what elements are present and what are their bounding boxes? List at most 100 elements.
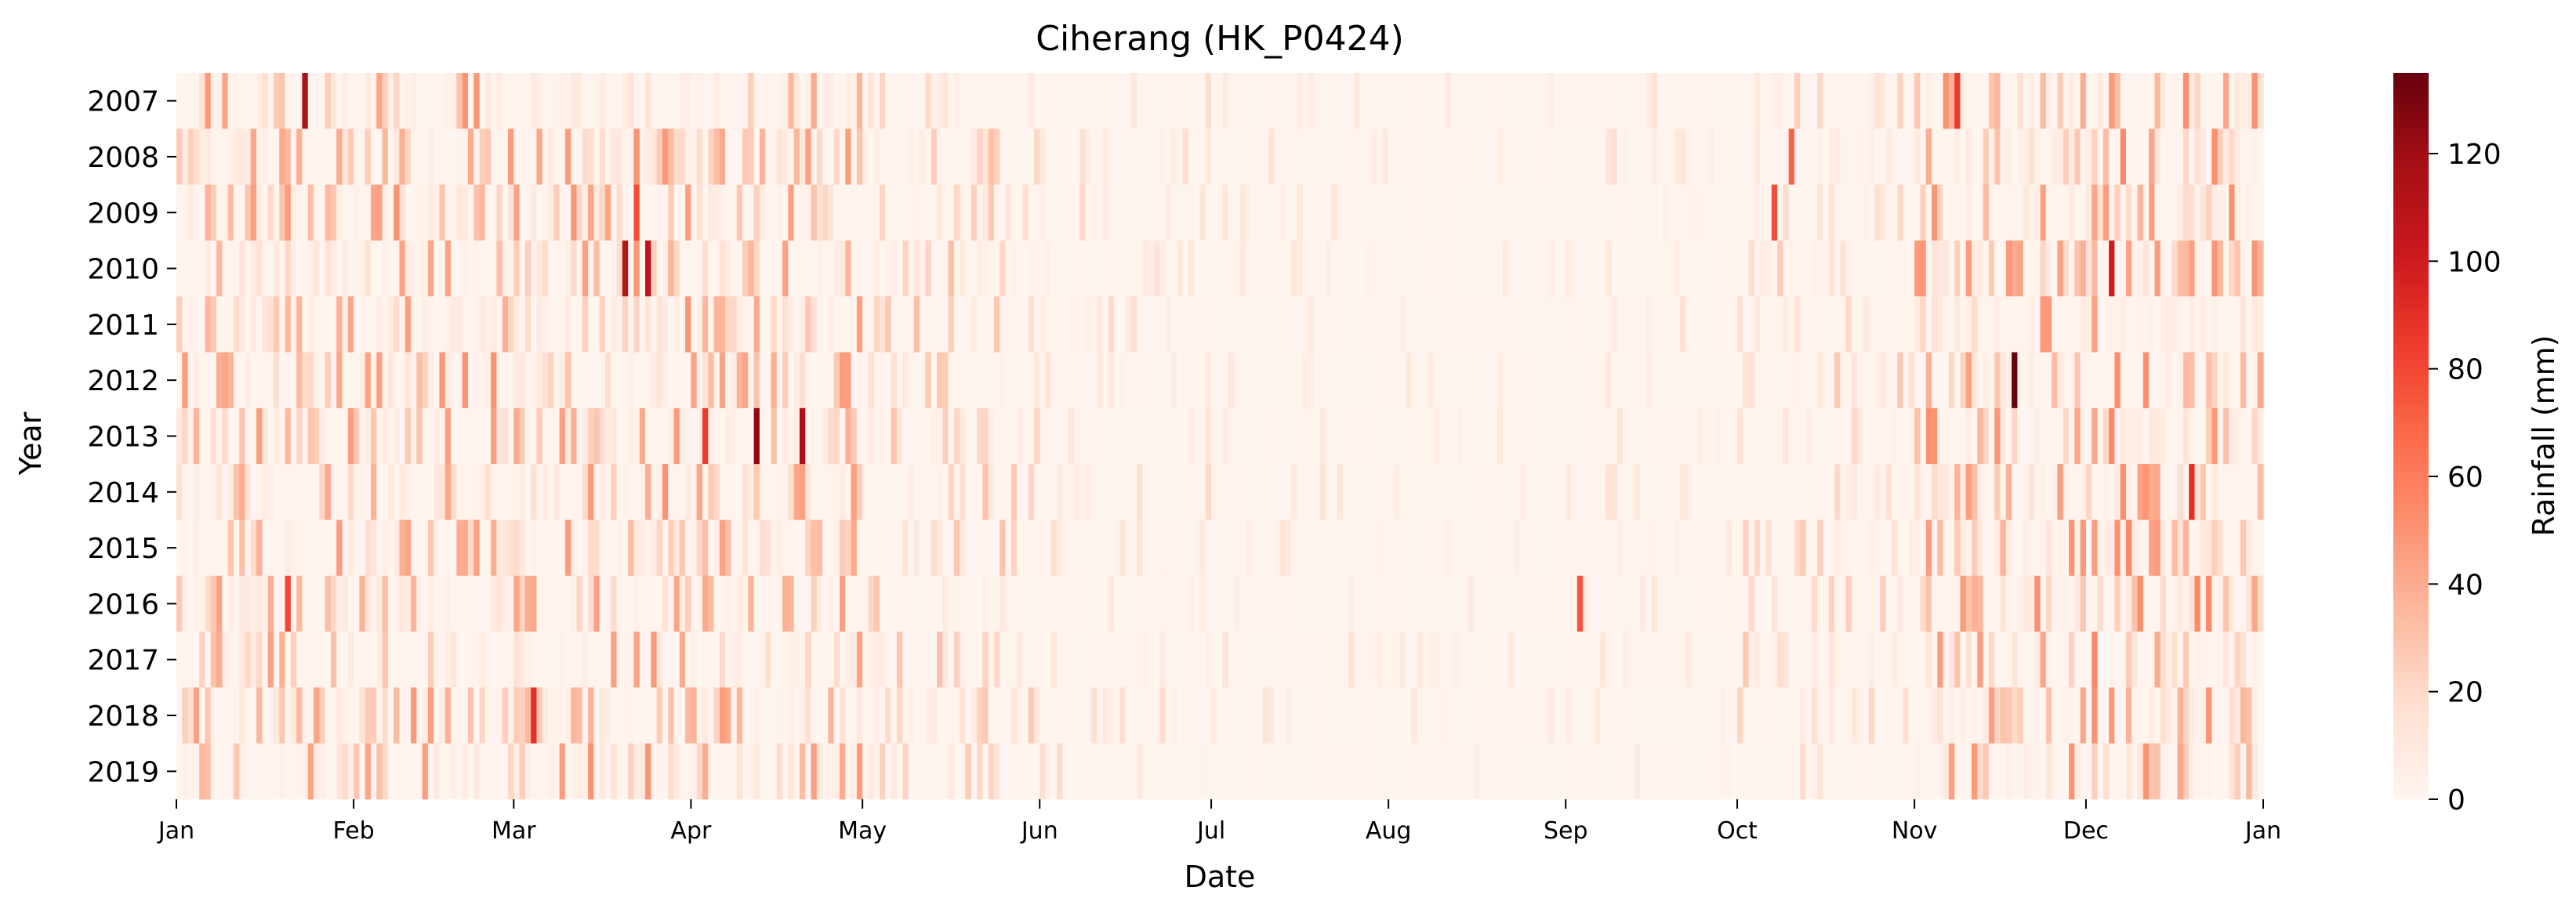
heatmap-cell [354,743,360,800]
heatmap-cell [1062,129,1069,185]
heatmap-cell [639,743,646,800]
heatmap-cell [1828,184,1835,241]
heatmap-cell [1851,296,1858,353]
heatmap-cell [307,129,314,185]
heatmap-cell [1731,520,1738,577]
heatmap-cell [656,184,663,241]
heatmap-cell [1674,575,1681,632]
heatmap-cell [1365,184,1372,241]
heatmap-cell [668,520,675,577]
heatmap-cell [285,73,292,129]
heatmap-cell [953,240,960,297]
heatmap-cell [2240,73,2247,129]
heatmap-cell [524,73,532,129]
heatmap-cell [851,240,858,297]
heatmap-cell [742,520,749,577]
heatmap-cell [1566,632,1573,688]
heatmap-cell [456,184,463,241]
heatmap-cell [193,129,200,185]
heatmap-cell [885,240,892,297]
heatmap-cell [1714,743,1721,800]
heatmap-cell [394,520,401,577]
heatmap-cell [2092,352,2099,409]
heatmap-cell [1823,407,1830,465]
heatmap-cell [639,632,646,688]
heatmap-cell [2160,352,2167,409]
heatmap-cell [1325,184,1332,241]
heatmap-cell [262,520,269,577]
heatmap-cell [1045,743,1052,800]
heatmap-cell [1537,743,1544,800]
heatmap-cell [628,240,635,297]
heatmap-cell [1171,296,1177,353]
heatmap-cell [1394,352,1401,409]
heatmap-cell [1783,687,1790,744]
heatmap-cell [873,352,880,409]
heatmap-cell [2182,464,2190,520]
heatmap-cell [953,296,960,353]
heatmap-cell [1239,129,1246,185]
heatmap-cell [816,464,823,520]
heatmap-cell [942,407,949,465]
heatmap-cell [1851,407,1858,465]
heatmap-cell [1794,73,1801,129]
heatmap-cell [1932,73,1938,129]
heatmap-cell [873,296,880,353]
heatmap-cell [467,575,474,632]
heatmap-cell [1262,464,1269,520]
heatmap-cell [1783,743,1790,800]
heatmap-cell [571,520,578,577]
heatmap-cell [1743,407,1750,465]
heatmap-cell [793,352,800,409]
heatmap-cell [1211,632,1217,688]
heatmap-cell [1005,240,1012,297]
heatmap-cell [1508,575,1515,632]
heatmap-cell [216,407,223,465]
heatmap-cell [1228,575,1235,632]
heatmap-cell [599,240,606,297]
heatmap-cell [1640,296,1646,353]
heatmap-cell [548,352,554,409]
heatmap-cell [1182,575,1189,632]
heatmap-cell [982,352,989,409]
heatmap-cell [2132,520,2139,577]
heatmap-cell [1800,407,1807,465]
heatmap-cell [1199,296,1206,353]
heatmap-cell [1199,520,1206,577]
heatmap-cell [1486,743,1493,800]
heatmap-cell [399,73,406,129]
heatmap-cell [1794,129,1801,185]
heatmap-cell [491,129,498,185]
heatmap-cell [862,352,869,409]
heatmap-cell [502,743,509,800]
heatmap-cell [1623,687,1630,744]
heatmap-cell [182,184,189,241]
colorbar-tick-label: 80 [2447,354,2483,386]
heatmap-cell [2149,632,2156,688]
heatmap-cell [2005,743,2012,800]
heatmap-cell [1428,129,1435,185]
heatmap-cell [599,632,606,688]
heatmap-cell [205,352,212,409]
heatmap-cell [1720,632,1727,688]
heatmap-cell [1474,73,1481,129]
heatmap-cell [1771,129,1778,185]
heatmap-cell [799,687,806,744]
heatmap-cell [1406,687,1412,744]
heatmap-cell [1000,464,1007,520]
heatmap-cell [1823,296,1830,353]
heatmap-cell [611,687,618,744]
heatmap-cell [651,129,658,185]
heatmap-cell [1428,407,1435,465]
heatmap-cell [725,407,732,465]
heatmap-cell [1314,73,1321,129]
heatmap-cell [1594,129,1601,185]
heatmap-cell [1199,632,1206,688]
heatmap-cell [2154,743,2161,800]
heatmap-cell [2149,575,2156,632]
heatmap-cell [896,352,903,409]
heatmap-cell [1371,464,1378,520]
heatmap-cell [1885,632,1892,688]
colorbar-tick-label: 20 [2447,677,2483,709]
heatmap-cell [1285,743,1292,800]
